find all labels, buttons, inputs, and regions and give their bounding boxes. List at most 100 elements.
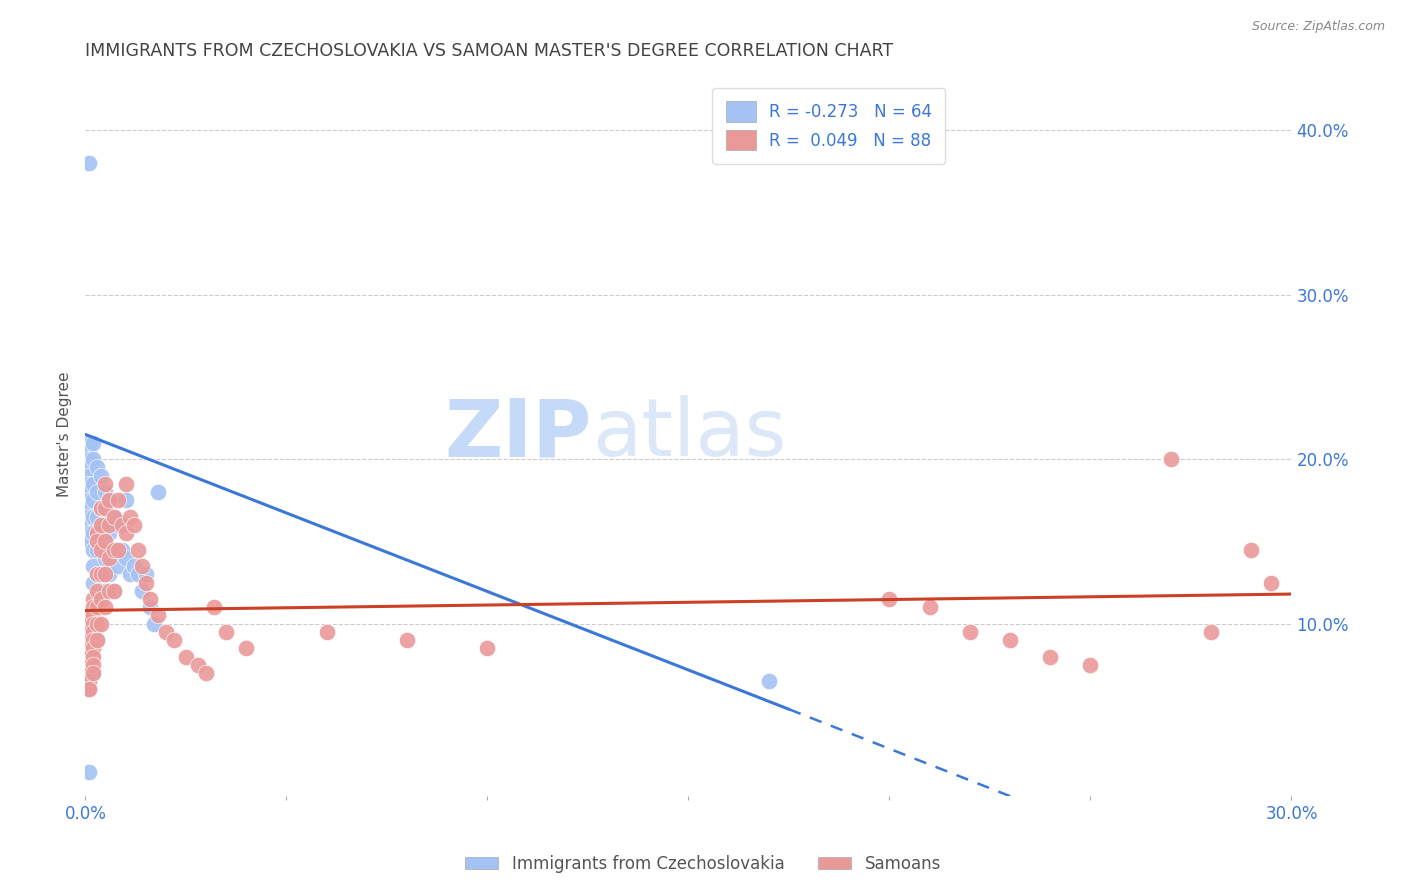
Point bbox=[79, 624, 101, 639]
Point bbox=[90, 542, 112, 557]
Point bbox=[79, 435, 101, 450]
Point bbox=[146, 485, 169, 500]
Point bbox=[998, 633, 1021, 648]
Point bbox=[118, 509, 141, 524]
Point bbox=[86, 460, 108, 475]
Point bbox=[138, 592, 160, 607]
Point bbox=[1260, 575, 1282, 590]
Point bbox=[235, 641, 257, 656]
Point bbox=[174, 649, 197, 664]
Point bbox=[98, 518, 121, 533]
Point bbox=[103, 509, 125, 524]
Point bbox=[82, 493, 104, 508]
Point bbox=[82, 575, 104, 590]
Point bbox=[79, 526, 101, 541]
Point bbox=[86, 542, 108, 557]
Point bbox=[90, 616, 112, 631]
Point bbox=[79, 641, 101, 656]
Point bbox=[94, 485, 117, 500]
Point bbox=[79, 682, 101, 697]
Point bbox=[118, 567, 141, 582]
Point bbox=[138, 600, 160, 615]
Point bbox=[90, 534, 112, 549]
Legend: R = -0.273   N = 64, R =  0.049   N = 88: R = -0.273 N = 64, R = 0.049 N = 88 bbox=[713, 88, 945, 163]
Point bbox=[86, 616, 108, 631]
Point bbox=[94, 518, 117, 533]
Point bbox=[1080, 657, 1102, 672]
Point bbox=[86, 600, 108, 615]
Point bbox=[86, 534, 108, 549]
Point bbox=[122, 559, 145, 574]
Point bbox=[82, 624, 104, 639]
Point bbox=[107, 542, 129, 557]
Point bbox=[82, 666, 104, 681]
Point bbox=[90, 501, 112, 516]
Point bbox=[82, 666, 104, 681]
Point bbox=[79, 608, 101, 623]
Legend: Immigrants from Czechoslovakia, Samoans: Immigrants from Czechoslovakia, Samoans bbox=[458, 848, 948, 880]
Point bbox=[82, 641, 104, 656]
Point bbox=[110, 518, 132, 533]
Point bbox=[98, 493, 121, 508]
Point bbox=[82, 435, 104, 450]
Point bbox=[477, 641, 499, 656]
Point bbox=[90, 592, 112, 607]
Point bbox=[86, 633, 108, 648]
Point bbox=[1199, 624, 1222, 639]
Point bbox=[82, 600, 104, 615]
Point bbox=[103, 583, 125, 598]
Point bbox=[79, 156, 101, 170]
Point bbox=[98, 550, 121, 565]
Point bbox=[1160, 452, 1182, 467]
Point bbox=[82, 608, 104, 623]
Point bbox=[1039, 649, 1062, 664]
Point bbox=[110, 542, 132, 557]
Point bbox=[918, 600, 941, 615]
Point bbox=[79, 485, 101, 500]
Point bbox=[94, 501, 117, 516]
Point bbox=[879, 592, 901, 607]
Point bbox=[86, 485, 108, 500]
Point bbox=[79, 674, 101, 689]
Point bbox=[86, 526, 108, 541]
Point bbox=[315, 624, 337, 639]
Point bbox=[79, 624, 101, 639]
Text: Source: ZipAtlas.com: Source: ZipAtlas.com bbox=[1251, 20, 1385, 33]
Point bbox=[79, 501, 101, 516]
Point bbox=[135, 575, 157, 590]
Point bbox=[82, 452, 104, 467]
Point bbox=[103, 542, 125, 557]
Point bbox=[103, 583, 125, 598]
Point bbox=[114, 526, 136, 541]
Point bbox=[79, 633, 101, 648]
Point bbox=[79, 443, 101, 458]
Text: atlas: atlas bbox=[592, 395, 786, 474]
Point bbox=[94, 600, 117, 615]
Point bbox=[90, 518, 112, 533]
Point bbox=[90, 468, 112, 483]
Point bbox=[86, 567, 108, 582]
Point bbox=[79, 493, 101, 508]
Point bbox=[82, 526, 104, 541]
Point bbox=[959, 624, 981, 639]
Point bbox=[82, 657, 104, 672]
Point bbox=[86, 509, 108, 524]
Point bbox=[79, 764, 101, 779]
Point bbox=[90, 567, 112, 582]
Text: IMMIGRANTS FROM CZECHOSLOVAKIA VS SAMOAN MASTER'S DEGREE CORRELATION CHART: IMMIGRANTS FROM CZECHOSLOVAKIA VS SAMOAN… bbox=[86, 42, 893, 60]
Text: ZIP: ZIP bbox=[444, 395, 592, 474]
Point bbox=[94, 567, 117, 582]
Point bbox=[82, 649, 104, 664]
Point bbox=[82, 633, 104, 648]
Point bbox=[79, 657, 101, 672]
Point bbox=[758, 674, 780, 689]
Point bbox=[131, 559, 153, 574]
Y-axis label: Master's Degree: Master's Degree bbox=[58, 372, 72, 497]
Point bbox=[82, 559, 104, 574]
Point bbox=[79, 666, 101, 681]
Point bbox=[94, 583, 117, 598]
Point bbox=[135, 567, 157, 582]
Point bbox=[79, 649, 101, 664]
Point bbox=[114, 550, 136, 565]
Point bbox=[107, 493, 129, 508]
